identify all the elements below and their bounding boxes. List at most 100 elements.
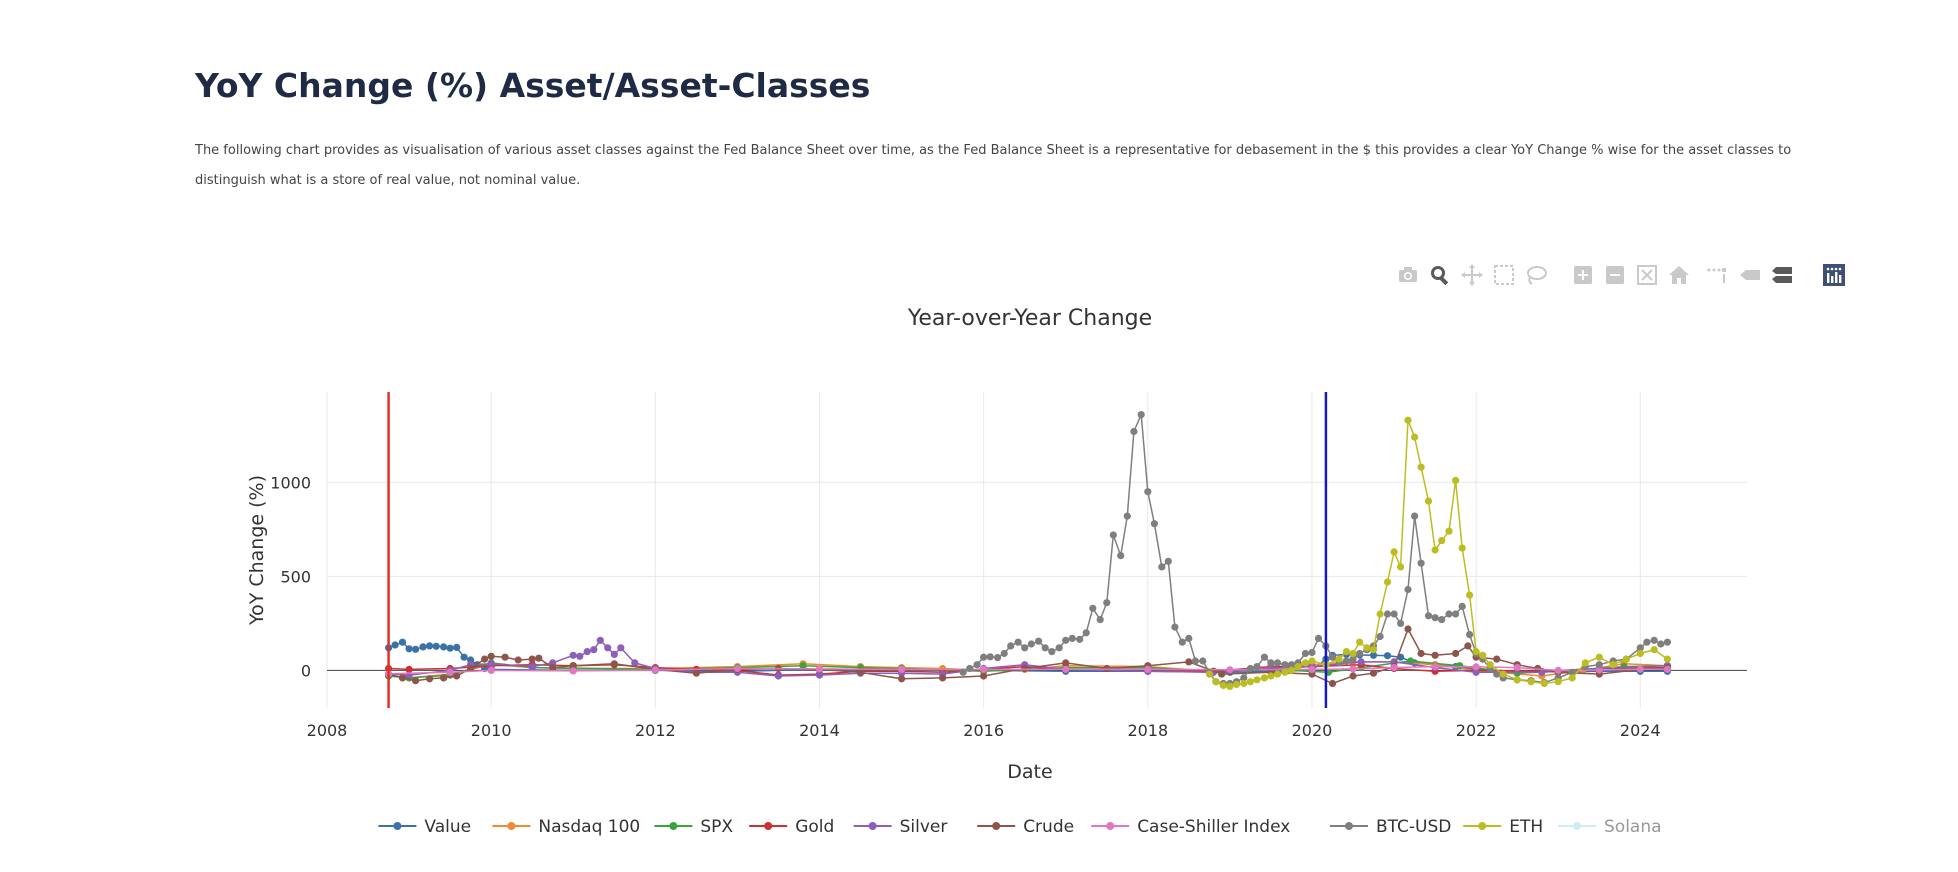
series-btc-usd[interactable] [959, 411, 1672, 688]
data-point[interactable] [1281, 668, 1289, 676]
data-point[interactable] [1438, 537, 1446, 545]
pan-icon[interactable] [1459, 262, 1485, 288]
series-eth[interactable] [1205, 416, 1671, 691]
data-point[interactable] [617, 644, 625, 652]
data-point[interactable] [1438, 616, 1446, 624]
data-point[interactable] [1406, 657, 1415, 665]
data-point[interactable] [1411, 512, 1419, 520]
data-point[interactable] [1205, 670, 1213, 678]
data-point[interactable] [405, 665, 413, 674]
data-point[interactable] [1089, 604, 1097, 612]
data-point[interactable] [815, 671, 824, 679]
data-point[interactable] [1376, 610, 1384, 618]
data-point[interactable] [1452, 610, 1460, 618]
data-point[interactable] [1328, 679, 1337, 688]
data-point[interactable] [1076, 635, 1084, 643]
data-point[interactable] [460, 653, 468, 661]
data-point[interactable] [1466, 591, 1474, 599]
data-point[interactable] [583, 648, 591, 656]
data-point[interactable] [1554, 666, 1562, 675]
data-point[interactable] [426, 675, 434, 683]
data-point[interactable] [590, 646, 598, 654]
data-point[interactable] [1240, 679, 1248, 688]
data-point[interactable] [1287, 666, 1296, 675]
data-point[interactable] [651, 666, 659, 674]
data-point[interactable] [959, 668, 967, 676]
data-point[interactable] [1273, 659, 1282, 667]
data-point[interactable] [569, 662, 577, 670]
data-point[interactable] [487, 652, 495, 660]
data-point[interactable] [774, 672, 783, 680]
data-point[interactable] [1431, 663, 1439, 671]
data-point[interactable] [1431, 614, 1439, 622]
data-point[interactable] [1356, 649, 1364, 658]
data-point[interactable] [1376, 632, 1384, 641]
box-select-icon[interactable] [1491, 262, 1517, 288]
data-point[interactable] [1363, 644, 1371, 652]
data-point[interactable] [1041, 644, 1049, 652]
data-point[interactable] [1643, 638, 1651, 646]
data-point[interactable] [1267, 659, 1275, 667]
data-point[interactable] [1595, 661, 1603, 669]
data-point[interactable] [549, 664, 557, 672]
data-point[interactable] [1452, 476, 1460, 484]
data-point[interactable] [1349, 649, 1357, 658]
data-point[interactable] [1000, 649, 1008, 658]
data-point[interactable] [1383, 578, 1392, 586]
data-point[interactable] [1458, 544, 1466, 552]
data-point[interactable] [1062, 636, 1070, 644]
data-point[interactable] [1021, 644, 1029, 652]
data-point[interactable] [1390, 610, 1398, 618]
data-point[interactable] [1357, 658, 1365, 666]
data-point[interactable] [453, 672, 461, 680]
data-point[interactable] [1055, 644, 1063, 652]
data-point[interactable] [1431, 651, 1439, 659]
data-point[interactable] [1246, 678, 1254, 686]
zoom-out-icon[interactable] [1602, 262, 1628, 288]
camera-icon[interactable] [1395, 262, 1421, 288]
data-point[interactable] [1472, 663, 1480, 671]
data-point[interactable] [1472, 648, 1480, 656]
legend-item-spx[interactable]: SPX [654, 817, 733, 837]
data-point[interactable] [1123, 512, 1131, 520]
spike-lines-icon[interactable] [1705, 262, 1731, 288]
data-point[interactable] [994, 654, 1002, 662]
data-point[interactable] [980, 672, 988, 680]
data-point[interactable] [1314, 634, 1323, 643]
data-point[interactable] [1369, 651, 1378, 659]
data-point[interactable] [1636, 665, 1644, 673]
data-point[interactable] [1383, 610, 1392, 618]
data-point[interactable] [1486, 661, 1494, 669]
data-point[interactable] [973, 661, 981, 669]
data-point[interactable] [1287, 661, 1296, 669]
data-point[interactable] [1390, 548, 1398, 556]
data-point[interactable] [1130, 427, 1138, 436]
data-point[interactable] [1369, 669, 1378, 677]
data-point[interactable] [1650, 646, 1658, 654]
data-point[interactable] [1096, 616, 1104, 624]
data-point[interactable] [1308, 665, 1316, 674]
data-point[interactable] [1232, 680, 1241, 689]
reset-axes-icon[interactable] [1666, 262, 1692, 288]
data-point[interactable] [1082, 629, 1090, 637]
data-point[interactable] [1007, 642, 1015, 650]
data-point[interactable] [1513, 664, 1521, 672]
data-point[interactable] [1369, 646, 1378, 654]
data-point[interactable] [1273, 670, 1282, 678]
data-point[interactable] [1178, 638, 1186, 646]
data-point[interactable] [1021, 664, 1029, 673]
data-point[interactable] [1595, 653, 1603, 661]
data-point[interactable] [1540, 679, 1548, 688]
data-point[interactable] [1513, 676, 1521, 684]
data-point[interactable] [1636, 649, 1644, 658]
lasso-select-icon[interactable] [1523, 262, 1549, 288]
data-point[interactable] [939, 674, 947, 682]
data-point[interactable] [1301, 649, 1309, 658]
hover-compare-icon[interactable] [1769, 262, 1795, 288]
data-point[interactable] [501, 653, 509, 661]
legend-item-nasdaq-100[interactable]: Nasdaq 100 [492, 817, 640, 837]
data-point[interactable] [1171, 623, 1179, 631]
data-point[interactable] [1062, 659, 1070, 667]
data-point[interactable] [1349, 672, 1357, 680]
data-point[interactable] [1663, 665, 1671, 673]
